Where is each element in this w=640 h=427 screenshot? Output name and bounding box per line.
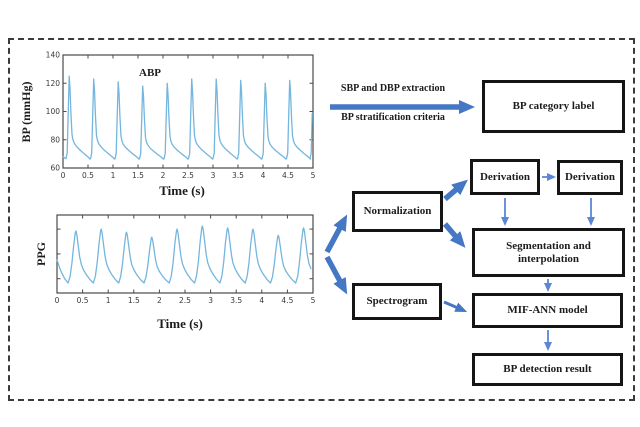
arrow-normalization-to-derivation bbox=[443, 179, 468, 202]
tick-label: 4 bbox=[261, 171, 266, 180]
tick-label: 2.5 bbox=[179, 296, 191, 305]
tick-label: 80 bbox=[50, 135, 60, 144]
ppg-waveform bbox=[56, 225, 312, 284]
tick-label: 140 bbox=[46, 51, 61, 60]
tick-label: 100 bbox=[46, 107, 61, 116]
flow-arrows bbox=[324, 100, 595, 351]
tick-label: 60 bbox=[50, 164, 60, 173]
arrow-label-sbp-dbp-extraction: SBP and DBP extraction bbox=[340, 83, 446, 94]
ppg-axes-box bbox=[56, 214, 314, 294]
tick-label: 3.5 bbox=[232, 171, 244, 180]
arrow-normalization-to-segmentation bbox=[442, 222, 466, 248]
box-spectrogram: Spectrogram bbox=[352, 283, 442, 320]
tick-label: 2 bbox=[161, 171, 166, 180]
ppg-ticks: 0 0.5 1 1.5 2 2.5 3 3.5 4 4.5 5 bbox=[55, 215, 316, 305]
arrow-ppg-to-spectrogram bbox=[324, 255, 348, 295]
tick-label: 1 bbox=[106, 296, 111, 305]
box-derivation-2: Derivation bbox=[557, 160, 623, 195]
abp-xlabel: Time (s) bbox=[159, 183, 205, 198]
abp-plot: 0 0.5 1 1.5 2 2.5 3 3.5 4 4.5 5 60 80 100 120 140 ABP T… bbox=[19, 51, 316, 199]
tick-label: 120 bbox=[46, 79, 61, 88]
tick-label: 1.5 bbox=[132, 171, 144, 180]
box-bp-category-label: BP category label bbox=[482, 80, 625, 133]
box-normalization: Normalization bbox=[352, 191, 443, 232]
tick-label: 4 bbox=[259, 296, 264, 305]
tick-label: 2.5 bbox=[182, 171, 194, 180]
ppg-plot: 0 0.5 1 1.5 2 2.5 3 3.5 4 4.5 5 Time (s) PPG bbox=[34, 214, 316, 331]
ppg-ylabel: PPG bbox=[34, 242, 48, 266]
box-bp-detection-result: BP detection result bbox=[472, 353, 623, 386]
abp-waveform bbox=[62, 75, 313, 160]
abp-ticks: 0 0.5 1 1.5 2 2.5 3 3.5 4 4.5 5 60 80 100 120 140 bbox=[46, 51, 316, 181]
arrow-spectrogram-to-mifann bbox=[443, 300, 468, 312]
tick-label: 3.5 bbox=[230, 296, 242, 305]
abp-ylabel: BP (mmHg) bbox=[19, 82, 33, 143]
tick-label: 3 bbox=[208, 296, 213, 305]
ppg-xlabel: Time (s) bbox=[157, 316, 203, 331]
arrow-label-bp-stratification: BP stratification criteria bbox=[341, 112, 445, 123]
tick-label: 5 bbox=[311, 296, 316, 305]
tick-label: 4.5 bbox=[281, 296, 293, 305]
tick-label: 0 bbox=[55, 296, 60, 305]
tick-label: 0.5 bbox=[82, 171, 94, 180]
tick-label: 5 bbox=[311, 171, 316, 180]
box-mif-ann-model: MIF-ANN model bbox=[472, 293, 623, 328]
box-derivation-1: Derivation bbox=[470, 159, 540, 195]
tick-label: 1.5 bbox=[128, 296, 140, 305]
tick-label: 2 bbox=[157, 296, 162, 305]
box-segmentation-interpolation: Segmentation and interpolation bbox=[472, 228, 625, 277]
tick-label: 4.5 bbox=[282, 171, 294, 180]
tick-label: 0 bbox=[61, 171, 66, 180]
tick-label: 3 bbox=[211, 171, 216, 180]
tick-label: 1 bbox=[111, 171, 116, 180]
tick-label: 0.5 bbox=[77, 296, 89, 305]
abp-title: ABP bbox=[139, 67, 161, 79]
arrow-ppg-to-normalization bbox=[324, 214, 348, 254]
